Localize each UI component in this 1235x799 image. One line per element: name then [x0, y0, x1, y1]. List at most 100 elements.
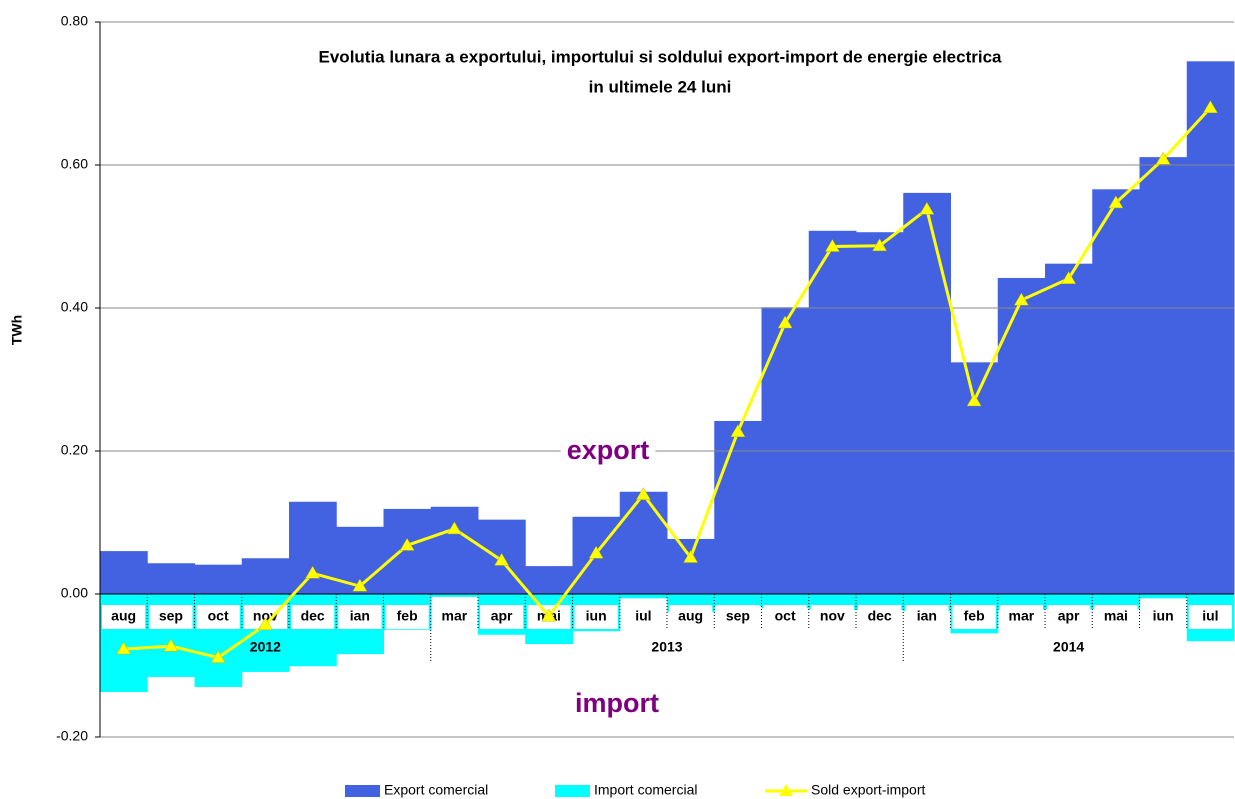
x-tick-label: mar: [1009, 608, 1035, 624]
bar: [856, 232, 904, 594]
y-tick-label: 0.60: [61, 156, 88, 172]
x-tick-label: sep: [726, 608, 750, 624]
x-tick-label: sep: [159, 608, 183, 624]
bar: [714, 594, 762, 607]
x-tick-label: dec: [301, 608, 325, 624]
marker: [635, 487, 651, 500]
bar: [1092, 189, 1140, 594]
x-group-label: 2014: [1053, 639, 1084, 655]
marker: [777, 315, 793, 329]
legend-swatch: [345, 785, 380, 797]
bar: [194, 564, 243, 594]
line: [123, 106, 1212, 660]
x-tick-label: ian: [350, 608, 370, 624]
x-tick-label: mai: [1104, 608, 1128, 624]
bar: [714, 420, 762, 594]
chart-title: in ultimele 24 luni: [589, 77, 732, 96]
marker: [541, 608, 557, 622]
category-label-bg: [905, 605, 949, 629]
bar: [1186, 61, 1235, 594]
category-label-bg: [1141, 605, 1185, 629]
category-label-bg: [291, 605, 335, 629]
bar: [808, 230, 857, 594]
marker: [966, 393, 982, 407]
category-label-bg: [149, 605, 193, 629]
category-label-bg: [574, 605, 618, 629]
x-tick-label: aug: [111, 608, 136, 624]
legend-marker: [779, 784, 793, 796]
x-tick-label: iun: [1153, 608, 1174, 624]
category-label-bg: [1094, 605, 1138, 629]
bar: [761, 594, 810, 609]
category-label-bg: [999, 605, 1043, 629]
y-tick-label: -0.20: [56, 728, 88, 744]
grid: [100, 21, 1234, 738]
marker: [116, 641, 132, 655]
x-tick-label: ian: [917, 608, 937, 624]
categories: aug sep oct nov dec ian feb mar apr mai iun iul aug s…: [102, 594, 1232, 662]
category-label-bg: [1047, 605, 1091, 629]
y-tick-label: 0.40: [61, 299, 88, 315]
category-label-bg: [338, 605, 382, 629]
x-tick-label: dec: [868, 608, 892, 624]
category-label-bg: [102, 605, 146, 629]
category-label-bg: [763, 605, 807, 629]
bar: [1139, 157, 1188, 594]
x-tick-label: apr: [491, 608, 513, 624]
bar: [147, 563, 195, 594]
bar: [1139, 594, 1188, 599]
bar: [430, 506, 479, 594]
bar: [997, 277, 1046, 594]
bar: [525, 566, 573, 594]
category-label-bg: [810, 605, 854, 629]
x-tick-label: oct: [775, 608, 796, 624]
bar: [289, 501, 337, 594]
bars: [100, 61, 1235, 692]
category-label-bg: [858, 605, 902, 629]
category-label-bg: [480, 605, 524, 629]
bar: [100, 551, 148, 594]
legend: Export comercial Import comercial Sold exp…: [345, 782, 925, 798]
x-tick-label: iul: [635, 608, 651, 624]
x-group-label: 2013: [651, 639, 682, 655]
marker: [305, 565, 321, 579]
marker: [352, 578, 368, 592]
x-tick-label: apr: [1058, 608, 1080, 624]
x-tick-label: feb: [964, 608, 985, 624]
bar: [1045, 263, 1093, 594]
bar: [241, 558, 290, 594]
marker: [588, 545, 604, 559]
marker: [257, 617, 273, 630]
bar: [619, 491, 668, 594]
bar: [903, 192, 951, 594]
category-label-bg: [621, 605, 665, 629]
marker: [872, 238, 888, 252]
category-label-bg: [716, 605, 760, 629]
marker: [446, 521, 462, 535]
category-label-bg: [669, 605, 713, 629]
marker: [683, 550, 699, 563]
marker: [1013, 292, 1029, 306]
marker: [730, 424, 746, 437]
x-tick-label: iul: [1202, 608, 1218, 624]
legend-label: Sold export-import: [811, 782, 925, 798]
marker: [824, 239, 840, 252]
category-label-bg: [432, 605, 476, 629]
x-tick-label: mar: [442, 608, 468, 624]
legend-label: Import comercial: [594, 782, 697, 798]
marker: [399, 537, 415, 551]
bar: [289, 594, 337, 667]
chart-title: Evolutia lunara a exportului, importului…: [319, 47, 1003, 66]
bar: [383, 508, 432, 594]
y-tick-label: 0.20: [61, 442, 88, 458]
x-tick-label: nov: [820, 608, 845, 624]
category-label-bg: [196, 605, 240, 629]
marker: [163, 638, 179, 652]
y-tick-label: 0.00: [61, 585, 88, 601]
category-label-bg: [1188, 605, 1232, 629]
marker: [1202, 100, 1218, 114]
bar: [667, 538, 715, 594]
annotation: export: [567, 435, 650, 465]
y-axis-label: TWh: [9, 315, 25, 345]
